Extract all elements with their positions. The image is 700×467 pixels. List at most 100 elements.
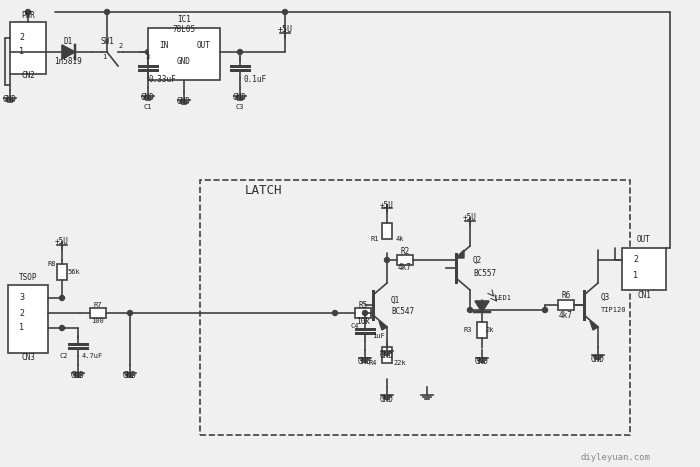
Text: 2: 2 xyxy=(634,255,638,264)
Text: IN: IN xyxy=(160,42,169,50)
Text: 3: 3 xyxy=(20,293,25,303)
Text: 1: 1 xyxy=(102,54,106,60)
Text: R5: R5 xyxy=(358,300,368,310)
Circle shape xyxy=(384,257,389,262)
Circle shape xyxy=(60,296,64,300)
Text: 4k7: 4k7 xyxy=(398,262,412,271)
Bar xyxy=(355,308,371,318)
Text: C1: C1 xyxy=(144,104,153,110)
Text: R4: R4 xyxy=(369,360,377,366)
Text: 1: 1 xyxy=(634,270,638,280)
Bar xyxy=(90,308,106,318)
Text: GND: GND xyxy=(141,93,155,102)
Circle shape xyxy=(237,50,242,55)
Text: GND: GND xyxy=(380,395,394,403)
Text: CN1: CN1 xyxy=(637,290,651,299)
Text: 1n5819: 1n5819 xyxy=(54,57,82,66)
Circle shape xyxy=(60,325,64,331)
Text: R8: R8 xyxy=(48,261,56,267)
Text: GND: GND xyxy=(123,370,137,380)
Text: 2: 2 xyxy=(20,34,25,42)
Text: IC1: IC1 xyxy=(177,15,191,24)
Bar xyxy=(477,322,487,338)
Polygon shape xyxy=(475,301,489,312)
Text: +5U: +5U xyxy=(380,200,394,210)
Circle shape xyxy=(104,9,109,14)
Text: C4: C4 xyxy=(351,323,359,329)
Circle shape xyxy=(542,307,547,312)
Bar xyxy=(382,223,392,239)
Text: 2k: 2k xyxy=(486,327,494,333)
Polygon shape xyxy=(590,321,598,330)
Bar xyxy=(200,180,630,435)
Text: 56k: 56k xyxy=(68,269,80,275)
Text: +5U: +5U xyxy=(463,213,477,222)
Text: 2: 2 xyxy=(20,309,25,318)
Text: GND: GND xyxy=(233,93,247,102)
Text: LATCH: LATCH xyxy=(245,184,283,197)
Bar xyxy=(397,255,413,265)
Circle shape xyxy=(146,50,150,55)
Text: Q3: Q3 xyxy=(601,292,610,302)
Text: PWR: PWR xyxy=(21,12,35,21)
Text: GND: GND xyxy=(3,95,17,105)
Text: 10k: 10k xyxy=(356,317,370,325)
Text: 2: 2 xyxy=(119,43,123,49)
Polygon shape xyxy=(379,321,387,330)
Text: C2: C2 xyxy=(60,353,69,359)
Polygon shape xyxy=(456,250,464,258)
Text: GND: GND xyxy=(177,57,191,66)
Text: TIP120: TIP120 xyxy=(601,307,626,313)
Circle shape xyxy=(127,311,132,316)
Text: GND: GND xyxy=(177,98,191,106)
Text: 1: 1 xyxy=(20,324,25,333)
Text: GND: GND xyxy=(71,370,85,380)
Text: Q1: Q1 xyxy=(391,296,400,304)
Text: SW1: SW1 xyxy=(100,36,114,45)
Bar xyxy=(10,22,46,74)
Text: R2: R2 xyxy=(400,247,410,255)
Bar xyxy=(622,248,666,290)
Circle shape xyxy=(332,311,337,316)
Circle shape xyxy=(363,311,368,316)
Bar xyxy=(558,300,574,310)
Text: R3: R3 xyxy=(463,327,473,333)
Text: 22k: 22k xyxy=(393,360,407,366)
Text: LED1: LED1 xyxy=(494,295,511,301)
Text: 1: 1 xyxy=(20,48,25,57)
Circle shape xyxy=(25,9,31,14)
Text: +5U: +5U xyxy=(277,26,293,35)
Text: C3: C3 xyxy=(236,104,244,110)
Text: Q2: Q2 xyxy=(473,255,482,264)
Text: 78L05: 78L05 xyxy=(172,26,195,35)
Text: GND: GND xyxy=(358,358,372,367)
Text: diyleyuan.com: diyleyuan.com xyxy=(580,453,650,462)
Text: 0.33uF: 0.33uF xyxy=(148,76,176,85)
Text: R1: R1 xyxy=(371,236,379,242)
Polygon shape xyxy=(62,45,75,59)
Text: GND: GND xyxy=(380,351,394,360)
Circle shape xyxy=(468,307,472,312)
Text: OUT: OUT xyxy=(197,42,211,50)
Text: BC547: BC547 xyxy=(391,307,414,317)
Text: 4k: 4k xyxy=(395,236,405,242)
Text: TSOP: TSOP xyxy=(19,274,37,283)
Bar xyxy=(148,28,220,80)
Bar xyxy=(57,264,67,280)
Text: 0.1uF: 0.1uF xyxy=(244,76,267,85)
Text: CN2: CN2 xyxy=(21,71,35,80)
Text: 4k7: 4k7 xyxy=(559,311,573,319)
Bar xyxy=(8,285,48,353)
Text: 1uF: 1uF xyxy=(372,333,386,339)
Text: GND: GND xyxy=(475,358,489,367)
Text: CN3: CN3 xyxy=(21,354,35,362)
Text: D1: D1 xyxy=(64,37,73,47)
Text: BC557: BC557 xyxy=(473,269,496,277)
Bar xyxy=(382,347,392,363)
Text: 100: 100 xyxy=(92,318,104,324)
Text: GND: GND xyxy=(591,354,605,363)
Circle shape xyxy=(283,9,288,14)
Text: +5U: +5U xyxy=(55,238,69,247)
Text: 4.7uF: 4.7uF xyxy=(81,353,103,359)
Text: R6: R6 xyxy=(561,290,570,299)
